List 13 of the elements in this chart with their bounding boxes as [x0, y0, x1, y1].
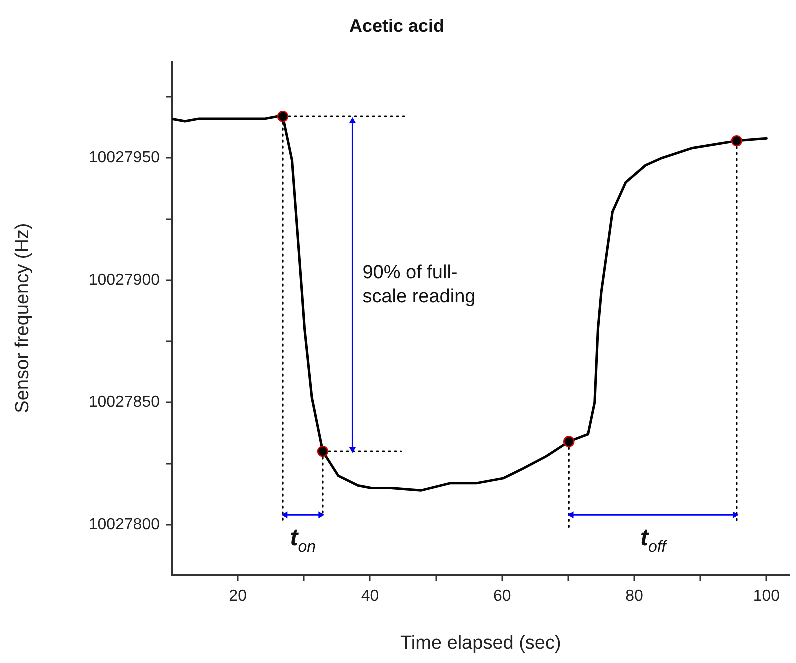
x-tick-label: 20	[229, 588, 248, 606]
y-tick-label: 10027900	[88, 272, 160, 289]
y-axis-title: Sensor frequency (Hz)	[12, 223, 34, 414]
y-tick-label: 10027850	[88, 394, 160, 412]
x-tick-label: 80	[626, 588, 644, 606]
chart-title: Acetic acid	[349, 16, 445, 36]
x-tick-label: 60	[493, 588, 512, 606]
x-tick-label: 100	[753, 588, 780, 606]
annotation: 90% of full-scale reading	[362, 262, 476, 308]
y-tick-label: 10027800	[88, 516, 160, 534]
y-tick-label: 10027950	[88, 150, 160, 167]
x-tick-label: 40	[361, 588, 380, 606]
x-axis-title: Time elapsed (sec)	[400, 632, 562, 654]
